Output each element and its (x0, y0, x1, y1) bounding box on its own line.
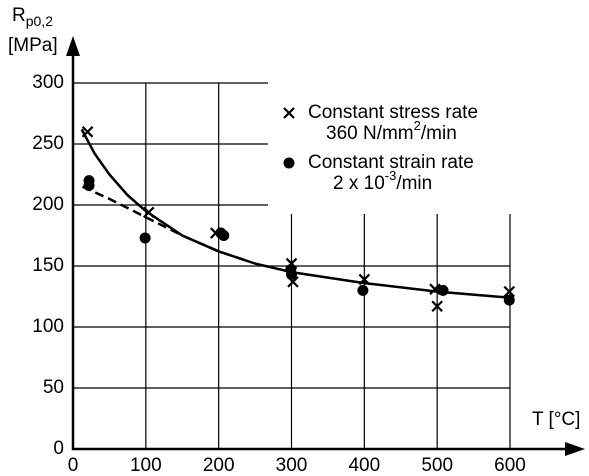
dot-marker (83, 179, 95, 191)
y-tick-label: 300 (32, 72, 64, 93)
y-axis-arrow (66, 36, 80, 56)
y-tick-label: 100 (32, 316, 64, 337)
rate-superscript: -3 (385, 168, 397, 183)
dot-marker (283, 157, 295, 169)
legend-rate: 2 x 10-3/min (333, 168, 432, 194)
x-axis-label: T [°C] (532, 409, 580, 430)
fit-curve (81, 185, 249, 263)
cross-marker (81, 126, 94, 138)
y-tick-label: 50 (43, 377, 64, 398)
x-tick-label: 200 (203, 455, 235, 476)
rate-text: 360 N/mm (326, 123, 414, 144)
cross-marker (358, 273, 371, 286)
rate-text: /min (421, 123, 457, 144)
dot-marker (139, 232, 151, 244)
x-tick-label: 300 (276, 455, 308, 476)
y-axis-unit: [MPa] (8, 35, 58, 56)
cross-marker (431, 300, 443, 313)
y-axis-label: Rp0,2 (12, 5, 53, 29)
y-tick-label: 150 (32, 255, 64, 276)
y-tick-label: 200 (32, 194, 64, 215)
y-tick-label: 250 (32, 133, 64, 154)
y-tick-label: 0 (53, 438, 64, 459)
legend-label: Constant stress rate (308, 102, 478, 123)
cross-marker (142, 206, 155, 219)
dot-marker (357, 284, 369, 296)
legend-background (268, 70, 518, 214)
rate-superscript: 2 (414, 118, 421, 133)
x-tick-label: 600 (494, 455, 526, 476)
rate-text: /min (396, 173, 432, 194)
cross-marker (503, 285, 516, 298)
legend-rate: 360 N/mm2/min (326, 118, 457, 144)
dot-marker (218, 230, 230, 241)
x-tick-label: 400 (348, 455, 380, 476)
x-tick-label: 0 (68, 455, 79, 476)
x-tick-label: 100 (130, 455, 162, 476)
rate-text: 2 x 10 (333, 173, 385, 194)
x-axis-arrow (565, 442, 585, 456)
cross-marker (283, 107, 295, 119)
curves (80, 128, 511, 299)
legend-label: Constant strain rate (308, 152, 474, 173)
dot-marker (437, 284, 449, 296)
x-tick-label: 500 (421, 455, 453, 476)
dot-marker (503, 294, 515, 306)
dot-marker (286, 269, 297, 281)
